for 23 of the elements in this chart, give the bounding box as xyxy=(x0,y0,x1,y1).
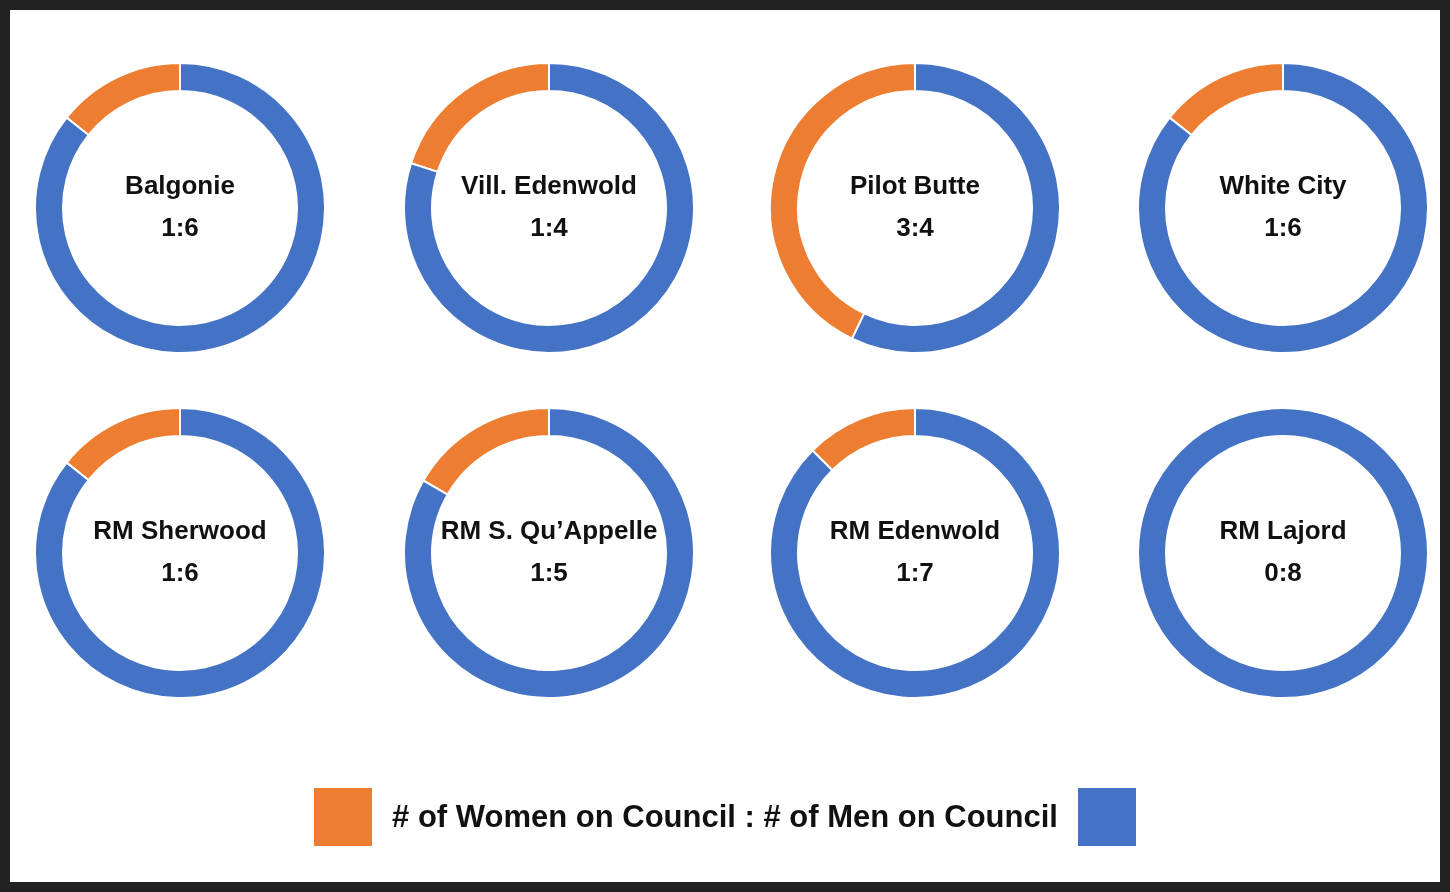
text: 1:6 xyxy=(161,557,199,587)
text: # of Women on Council : # of Men on Council xyxy=(392,799,1058,835)
text: 1:6 xyxy=(1264,212,1302,242)
donut-slice xyxy=(769,407,1061,699)
donut-slice xyxy=(403,407,695,699)
text: 1:5 xyxy=(530,557,568,587)
text: Balgonie xyxy=(125,170,235,200)
text: RM Edenwold xyxy=(829,515,1001,545)
text: 1:4 xyxy=(530,212,569,242)
donut-slice xyxy=(34,62,326,354)
text: White City xyxy=(1219,170,1348,200)
text: 1:6 xyxy=(161,212,199,242)
text: RM Lajord xyxy=(1219,515,1347,545)
donut-slice xyxy=(403,62,695,354)
text: Vill. Edenwold xyxy=(461,170,637,200)
text: RM S. Qu’Appelle xyxy=(440,515,658,545)
text: Pilot Butte xyxy=(850,170,980,200)
text: 3:4 xyxy=(896,212,935,242)
text: RM Sherwood xyxy=(93,515,267,545)
donut-slice xyxy=(1137,62,1429,354)
donut-slice xyxy=(34,407,326,699)
text: 1:7 xyxy=(896,557,934,587)
text: 0:8 xyxy=(1264,557,1302,587)
